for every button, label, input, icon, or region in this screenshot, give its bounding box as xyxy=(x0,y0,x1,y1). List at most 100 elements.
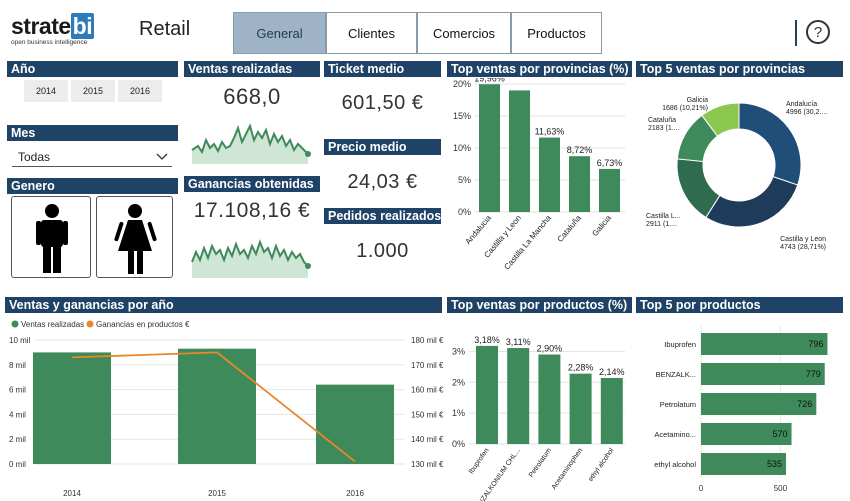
y-tick-label: Petrolatum xyxy=(660,400,696,409)
data-label: 19,96% xyxy=(474,78,505,83)
kpi-pedidos-value: 1.000 xyxy=(356,240,409,262)
female-icon xyxy=(114,204,157,274)
y-tick-label: 20% xyxy=(453,79,471,89)
gender-male-button[interactable] xyxy=(11,196,91,278)
y-tick-label: 1% xyxy=(452,408,465,418)
y2-tick-label: 170 mil € xyxy=(411,361,444,370)
y-tick-label: ethyl alcohol xyxy=(654,460,696,469)
y2-tick-label: 130 mil € xyxy=(411,460,444,469)
tab-productos[interactable]: Productos xyxy=(511,12,602,54)
chevron-down-icon xyxy=(156,153,168,160)
data-label: 8,72% xyxy=(567,145,593,155)
slice-label: Castilla L... xyxy=(646,213,681,220)
month-dropdown[interactable]: Todas xyxy=(12,147,172,167)
year-button-2014[interactable]: 2014 xyxy=(24,80,68,102)
bar-0 xyxy=(701,333,828,355)
kpi-ganancias-title: Ganancias obtenidas xyxy=(184,176,320,192)
year-button-2015[interactable]: 2015 xyxy=(71,80,115,102)
y-tick-label: Ibuprofen xyxy=(664,340,696,349)
help-icon: ? xyxy=(813,23,823,41)
bar-1 xyxy=(509,90,530,212)
y-tick-label: BENZALK... xyxy=(656,370,696,379)
kpi-ticket-value: 601,50 € xyxy=(341,92,424,114)
y-tick-label: 2% xyxy=(452,377,465,387)
y2-tick-label: 140 mil € xyxy=(411,435,444,444)
chart-provincias-title: Top ventas por provincias (%) xyxy=(447,61,632,77)
x-tick-label: 2014 xyxy=(63,489,81,498)
slice-label: Castilla y Leon xyxy=(780,236,826,243)
slice-label: Galicia xyxy=(687,97,709,104)
legend-marker xyxy=(11,320,19,328)
bar-4 xyxy=(701,453,786,475)
x-tick-label: 0 xyxy=(699,484,704,493)
kpi-ganancias-value: 17.108,16 € xyxy=(193,199,311,222)
y2-tick-label: 180 mil € xyxy=(411,336,444,345)
bar-2 xyxy=(539,137,560,212)
x-tick-label: Andalucia xyxy=(464,213,494,246)
help-button[interactable]: ? xyxy=(806,20,830,44)
chart-top5: 0 500 Ibuprofen 796 BENZALK... 779 Petrolatum 7… xyxy=(654,326,828,493)
chart-productos-title: Top ventas por productos (%) xyxy=(447,297,632,313)
x-tick-label: 500 xyxy=(774,484,788,493)
data-label: 726 xyxy=(797,399,812,409)
x-tick-label: Acetaminophen xyxy=(551,447,585,491)
bar-2015 xyxy=(178,348,256,464)
logo: stratebi open business intelligence xyxy=(11,13,111,54)
x-tick-label: 2015 xyxy=(208,489,226,498)
data-label: 779 xyxy=(806,369,821,379)
kpi-ticket-title: Ticket medio xyxy=(324,61,441,77)
data-label: 3,18% xyxy=(474,335,500,345)
tab-clientes[interactable]: Clientes xyxy=(326,12,417,54)
data-label: 2,90% xyxy=(537,344,563,354)
x-tick-label: ethyl alcohol xyxy=(587,447,615,483)
logo-bi: bi xyxy=(70,13,95,39)
x-tick-label: Cataluña xyxy=(556,213,584,244)
chart-anual-title: Ventas y ganancias por año xyxy=(5,297,442,313)
y-tick-label: 0% xyxy=(452,439,465,449)
y-tick-label: 3% xyxy=(452,346,465,356)
chart-donut-title: Top 5 ventas por provincias xyxy=(636,61,843,77)
kpi-precio-title: Precio medio xyxy=(324,139,441,155)
y-tick-label: 5% xyxy=(458,175,471,185)
slice-label: Andalucía xyxy=(786,101,817,108)
bar-3 xyxy=(569,156,590,212)
logo-tagline: open business intelligence xyxy=(11,39,88,46)
slice-sublabel: 1686 (10,21%) xyxy=(662,105,708,112)
ganancias-line xyxy=(71,351,356,463)
donut-slice-1 xyxy=(705,176,799,228)
y-tick-label: 8 mil xyxy=(9,361,26,370)
gender-female-button[interactable] xyxy=(96,196,173,278)
bar-4 xyxy=(599,168,620,212)
tab-comercios[interactable]: Comercios xyxy=(417,12,511,54)
data-label: 570 xyxy=(772,429,787,439)
slice-label: Cataluña xyxy=(648,117,676,124)
bar-2016 xyxy=(316,384,394,464)
bar-3 xyxy=(569,373,592,444)
header-divider xyxy=(795,20,797,46)
y2-tick-label: 150 mil € xyxy=(411,410,444,419)
data-label: 2,14% xyxy=(599,367,625,377)
month-dropdown-value: Todas xyxy=(18,150,51,164)
y-tick-label: 4 mil xyxy=(9,410,26,419)
bar-2 xyxy=(701,393,817,415)
data-label: 796 xyxy=(808,339,823,349)
data-label: 535 xyxy=(767,459,782,469)
tab-general[interactable]: General xyxy=(233,12,326,54)
y-tick-label: 2 mil xyxy=(9,435,26,444)
legend-label: Ganancias en productos € xyxy=(96,320,190,329)
data-label: 11,63% xyxy=(535,127,565,137)
x-tick-label: 2016 xyxy=(346,489,364,498)
y-tick-label: Acetamino... xyxy=(654,430,696,439)
x-tick-label: Ibuprofen xyxy=(468,447,491,475)
male-icon xyxy=(36,204,68,273)
bar-3 xyxy=(701,423,792,445)
y-tick-label: 10% xyxy=(453,143,471,153)
legend-label: Ventas realizadas xyxy=(21,320,84,329)
month-filter-title: Mes xyxy=(7,125,178,141)
y-tick-label: 10 mil xyxy=(9,336,31,345)
chart-anual: Ventas realizadas Ganancias en productos … xyxy=(9,320,444,498)
year-button-2016[interactable]: 2016 xyxy=(118,80,162,102)
slice-sublabel: 4743 (28,71%) xyxy=(780,244,826,251)
